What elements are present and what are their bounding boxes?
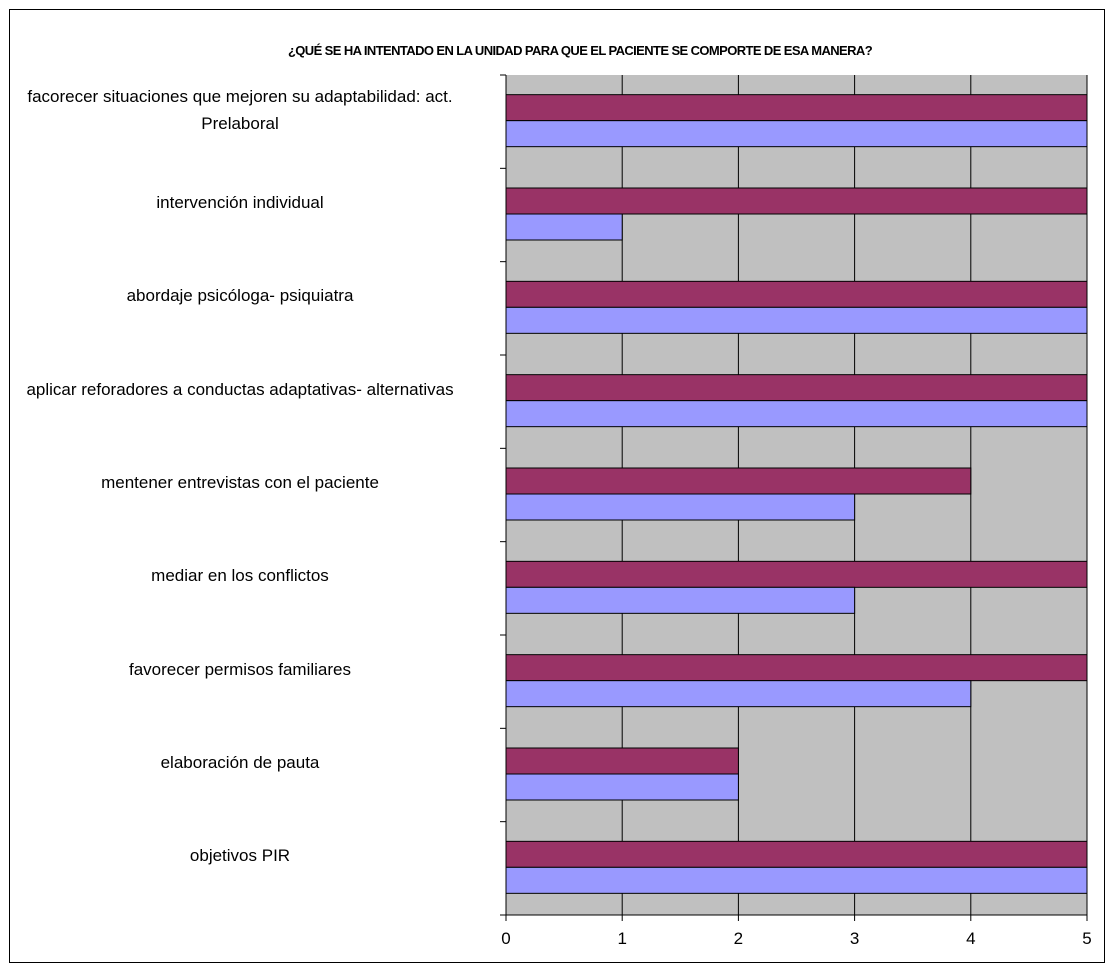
bar-series-1 xyxy=(505,280,1088,308)
bar-series-1 xyxy=(505,374,1088,402)
bar-series-1 xyxy=(505,747,739,775)
bar-series-2 xyxy=(505,400,1088,428)
bar-series-2 xyxy=(505,120,1088,148)
bar-series-1 xyxy=(505,187,1088,215)
bar-series-2 xyxy=(505,866,1088,894)
bar-series-2 xyxy=(505,493,856,521)
bar-series-1 xyxy=(505,560,1088,588)
x-tick-label: 0 xyxy=(501,929,511,948)
x-tick-label: 2 xyxy=(733,929,744,948)
x-tick-label: 1 xyxy=(617,929,627,948)
category-label: intervención individual xyxy=(156,193,324,212)
category-label: favorecer permisos familiares xyxy=(128,659,351,679)
category-label: facorecer situaciones que mejoren su ada… xyxy=(27,86,453,133)
category-label: mentener entrevistas con el paciente xyxy=(101,473,379,492)
category-label: abordaje psicóloga- psiquiatra xyxy=(126,286,354,306)
chart-title: ¿QUÉ SE HA INTENTADO EN LA UNIDAD PARA Q… xyxy=(287,43,873,58)
x-tick-label: 5 xyxy=(1082,929,1092,948)
x-tick-label: 4 xyxy=(966,929,976,948)
category-label: elaboración de pauta xyxy=(160,753,320,772)
bar-series-2 xyxy=(505,680,972,708)
bar-series-2 xyxy=(505,773,739,801)
bar-series-2 xyxy=(505,213,623,241)
x-tick-label: 3 xyxy=(849,929,860,948)
bar-series-2 xyxy=(505,586,856,614)
bar-series-1 xyxy=(505,840,1088,868)
category-label: aplicar reforadores a conductas adaptati… xyxy=(26,379,454,399)
category-label: objetivos PIR xyxy=(189,846,291,866)
category-label: mediar en los conflictos xyxy=(151,566,329,586)
bar-series-2 xyxy=(505,306,1088,334)
bar-series-1 xyxy=(505,94,1088,122)
bar-series-1 xyxy=(505,467,972,495)
bar-series-1 xyxy=(505,654,1088,682)
